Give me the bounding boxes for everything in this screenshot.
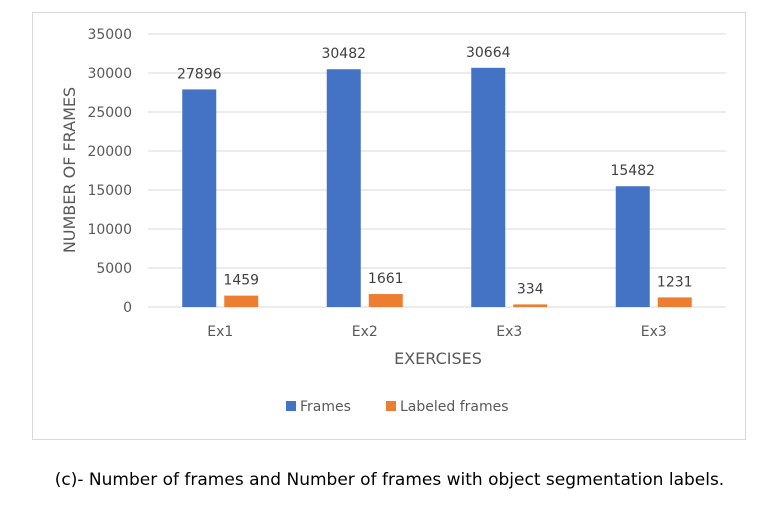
y-tick-label: 30000 bbox=[87, 66, 132, 82]
data-label: 15482 bbox=[610, 163, 655, 179]
y-axis-label: NUMBER OF FRAMES bbox=[60, 87, 79, 253]
y-tick-label: 20000 bbox=[87, 144, 132, 160]
data-labels: 27896 1459 30482 1661 30664 334 15482 1231 bbox=[177, 45, 693, 298]
x-axis-label: EXERCISES bbox=[394, 349, 482, 368]
data-label: 27896 bbox=[177, 66, 222, 82]
data-label: 30482 bbox=[321, 46, 366, 62]
legend-swatch bbox=[286, 401, 296, 411]
bar-labeled-frames bbox=[513, 304, 548, 307]
y-tick-label: 0 bbox=[123, 300, 132, 316]
bar-frames bbox=[471, 67, 506, 307]
y-tick-label: 10000 bbox=[87, 222, 132, 238]
data-label: 1661 bbox=[368, 271, 404, 287]
legend: Frames Labeled frames bbox=[286, 399, 509, 415]
bars bbox=[182, 67, 692, 308]
y-tick-label: 35000 bbox=[87, 27, 132, 43]
legend-label: Labeled frames bbox=[400, 399, 509, 415]
data-label: 1231 bbox=[657, 274, 693, 290]
legend-label: Frames bbox=[300, 399, 351, 415]
data-label: 30664 bbox=[466, 45, 511, 61]
bar-frames bbox=[326, 69, 361, 307]
bar-labeled-frames bbox=[224, 295, 259, 307]
figure-caption: (c)- Number of frames and Number of fram… bbox=[54, 470, 725, 490]
x-tick-label: Ex2 bbox=[352, 324, 378, 340]
bar-frames bbox=[615, 186, 650, 307]
bar-frames bbox=[182, 89, 217, 308]
y-tick-label: 25000 bbox=[87, 105, 132, 121]
x-tick-label: Ex1 bbox=[207, 324, 233, 340]
x-tick-labels: Ex1 Ex2 Ex3 Ex3 bbox=[207, 324, 667, 340]
bar-chart: 0 5000 10000 15000 20000 25000 30000 35000 2789… bbox=[60, 27, 726, 415]
y-tick-label: 15000 bbox=[87, 183, 132, 199]
data-label: 334 bbox=[517, 281, 544, 297]
bar-labeled-frames bbox=[657, 297, 692, 307]
bar-labeled-frames bbox=[368, 294, 403, 307]
x-tick-label: Ex3 bbox=[496, 324, 522, 340]
x-tick-label: Ex3 bbox=[641, 324, 667, 340]
y-tick-labels: 0 5000 10000 15000 20000 25000 30000 35000 bbox=[87, 27, 132, 316]
y-tick-label: 5000 bbox=[96, 261, 132, 277]
legend-swatch bbox=[386, 401, 396, 411]
data-label: 1459 bbox=[223, 273, 259, 289]
